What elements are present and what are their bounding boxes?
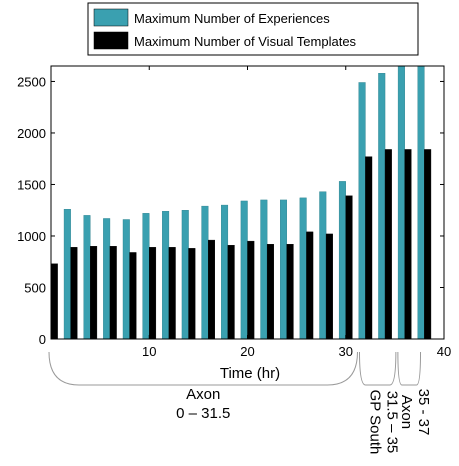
bar-visual-templates xyxy=(266,244,274,339)
bar-experiences xyxy=(103,218,111,339)
annotation-gpsouth-range: 31.5 – 35 xyxy=(384,391,401,454)
bar-visual-templates xyxy=(424,149,432,339)
bar-experiences xyxy=(201,205,209,339)
bar-visual-templates xyxy=(51,263,58,339)
bar-experiences xyxy=(240,200,248,339)
bar-experiences xyxy=(162,211,170,339)
x-tick-label: 30 xyxy=(339,344,353,359)
bar-visual-templates xyxy=(345,195,353,339)
bar-experiences xyxy=(397,66,405,339)
annotation-bracket xyxy=(358,351,397,386)
bar-visual-templates xyxy=(90,246,98,339)
bar-experiences xyxy=(63,208,71,339)
bar-visual-templates xyxy=(384,149,392,339)
legend: Maximum Number of Experiences Maximum Nu… xyxy=(87,2,419,56)
bar-visual-templates xyxy=(286,244,294,339)
bar-experiences xyxy=(338,181,346,339)
legend-box xyxy=(87,2,419,56)
y-tick-label: 0 xyxy=(39,332,46,347)
bar-visual-templates xyxy=(70,247,78,339)
bar-experiences xyxy=(122,219,130,339)
bar-visual-templates xyxy=(404,149,412,339)
annotation-axon-range: 0 – 31.5 xyxy=(176,405,230,422)
annotation-axon-label: Axon xyxy=(186,386,220,403)
bar-experiences xyxy=(378,73,386,339)
annotation-bracket xyxy=(48,351,358,386)
legend-label-experiences: Maximum Number of Experiences xyxy=(134,11,330,26)
annotation-bracket xyxy=(397,351,422,386)
bar-visual-templates xyxy=(149,247,157,339)
x-tick-label: 40 xyxy=(437,344,451,359)
bar-visual-templates xyxy=(247,240,255,339)
bar-visual-templates xyxy=(365,156,373,339)
annotation-axon2-label: Axon xyxy=(398,395,415,429)
y-tick-label: 2500 xyxy=(17,74,46,89)
legend-swatch-experiences xyxy=(93,8,129,27)
annotation-axon2-range: 35 - 37 xyxy=(415,389,432,436)
bar-visual-templates xyxy=(227,245,235,339)
y-tick-label: 1500 xyxy=(17,177,46,192)
annotation-gpsouth-label: GP South xyxy=(367,390,384,455)
bar-experiences xyxy=(358,82,366,339)
x-tick-label: 20 xyxy=(240,344,254,359)
legend-swatch-visual-templates xyxy=(93,31,129,50)
bars xyxy=(51,66,432,339)
bar-experiences xyxy=(181,210,189,339)
bar-visual-templates xyxy=(129,252,137,339)
bar-experiences xyxy=(319,191,327,339)
y-tick-label: 1000 xyxy=(17,229,46,244)
y-tick-label: 500 xyxy=(24,280,46,295)
bar-experiences xyxy=(280,199,288,339)
bar-visual-templates xyxy=(168,247,176,339)
y-tick-label: 2000 xyxy=(17,126,46,141)
bar-visual-templates xyxy=(325,233,333,339)
bar-visual-templates xyxy=(306,231,314,339)
bar-experiences xyxy=(260,199,268,339)
bar-experiences xyxy=(299,197,307,339)
bar-experiences xyxy=(83,215,91,339)
legend-label-visual-templates: Maximum Number of Visual Templates xyxy=(134,34,357,49)
bar-experiences xyxy=(221,204,229,339)
bar-experiences xyxy=(142,213,150,339)
bar-visual-templates xyxy=(207,239,215,339)
axes: 0 500 1000 1500 2000 2500 10 20 30 40 xyxy=(17,65,451,359)
x-tick-label: 10 xyxy=(142,344,156,359)
x-axis-label: Time (hr) xyxy=(220,365,280,382)
bar-visual-templates xyxy=(109,246,117,339)
bar-visual-templates xyxy=(188,248,196,339)
bar-experiences xyxy=(417,66,425,339)
